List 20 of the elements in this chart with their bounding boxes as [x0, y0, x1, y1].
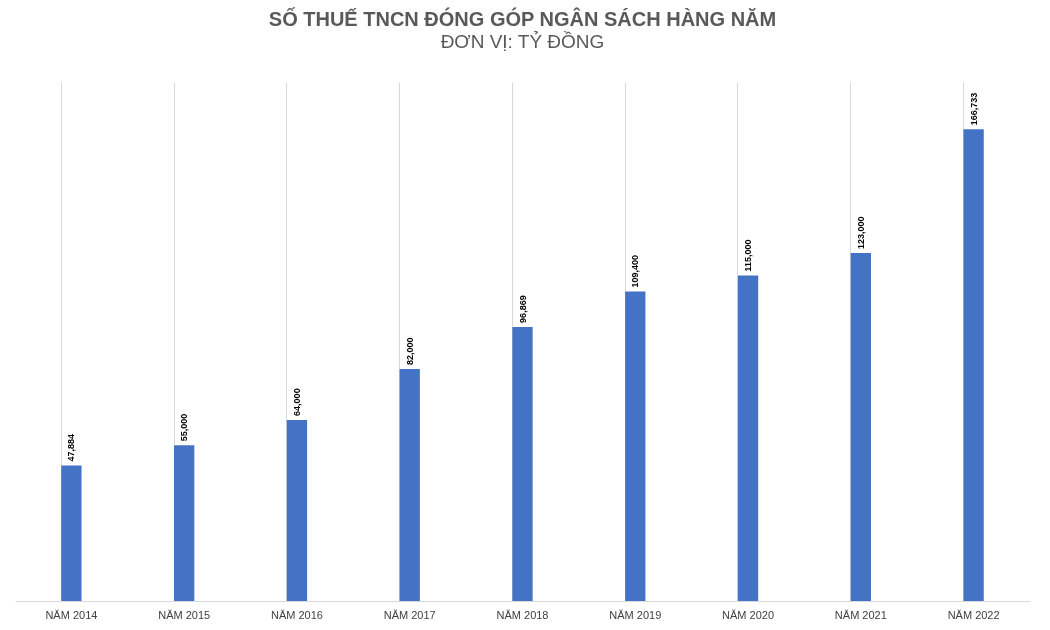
x-tick-label: NĂM 2020	[722, 608, 775, 621]
x-tick-label: NĂM 2015	[158, 608, 211, 621]
x-tick-label: NĂM 2017	[383, 608, 436, 621]
x-tick-label: NĂM 2019	[609, 608, 662, 621]
x-tick-label: NĂM 2016	[270, 608, 323, 621]
data-label: 47,884	[66, 433, 77, 462]
data-label: 96,869	[517, 295, 528, 323]
data-label: 82,000	[404, 337, 415, 365]
data-label: 64,000	[291, 388, 302, 416]
x-tick-label: NĂM 2018	[496, 608, 549, 621]
x-tick-label: NĂM 2022	[947, 608, 1000, 621]
chart-subtitle: ĐƠN VỊ: TỶ ĐỒNG	[440, 31, 605, 52]
x-tick-label: NĂM 2021	[834, 608, 887, 621]
x-tick-label: NĂM 2014	[45, 608, 98, 621]
data-label: 115,000	[743, 239, 754, 272]
data-label: 166,733	[968, 92, 979, 126]
data-label: 123,000	[855, 216, 866, 249]
data-label: 109,400	[630, 254, 641, 288]
data-label: 55,000	[179, 413, 190, 442]
chart-title: SỐ THUẾ TNCN ĐÓNG GÓP NGÂN SÁCH HÀNG NĂM	[268, 7, 777, 30]
